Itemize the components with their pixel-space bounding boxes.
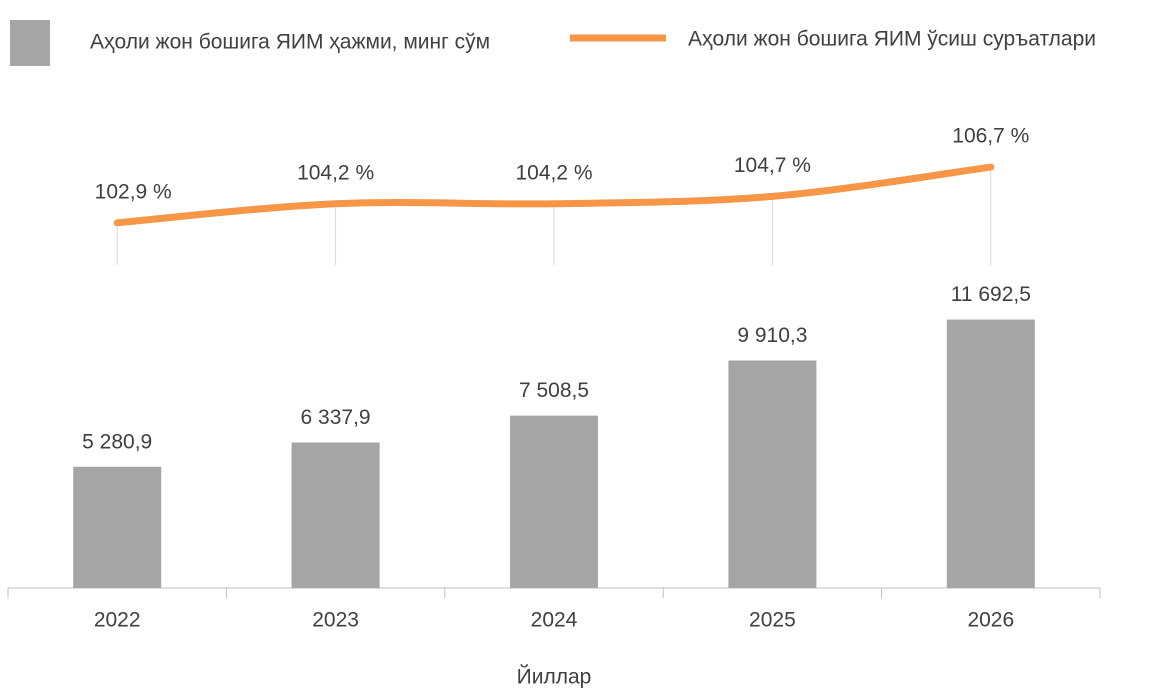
legend-label: Аҳоли жон бошига ЯИМ ўсиш суръатлари bbox=[688, 28, 1096, 51]
data-label: 9 910,3 bbox=[737, 324, 807, 347]
bar bbox=[728, 360, 817, 588]
x-tick-label: 2025 bbox=[749, 609, 796, 632]
x-axis-title: Йиллар bbox=[517, 665, 592, 689]
x-tick-label: 2022 bbox=[94, 609, 141, 632]
bar bbox=[510, 415, 598, 588]
x-tick-label: 2024 bbox=[531, 609, 578, 632]
data-label: 104,7 % bbox=[734, 154, 811, 177]
x-tick-label: 2023 bbox=[312, 609, 359, 632]
bar bbox=[73, 466, 162, 588]
data-label: 104,2 % bbox=[515, 161, 592, 184]
bar bbox=[946, 319, 1035, 588]
data-label: 6 337,9 bbox=[301, 406, 371, 429]
legend-label: Аҳоли жон бошига ЯИМ ҳажми, минг сўм bbox=[90, 31, 490, 54]
x-tick-label: 2026 bbox=[967, 609, 1014, 632]
data-label: 5 280,9 bbox=[82, 430, 152, 453]
legend-swatch-bar bbox=[10, 20, 50, 66]
bar bbox=[291, 442, 380, 588]
data-label: 11 692,5 bbox=[951, 283, 1031, 306]
data-label: 106,7 % bbox=[952, 125, 1029, 148]
data-label: 102,9 % bbox=[95, 180, 172, 203]
data-label: 104,2 % bbox=[297, 161, 374, 184]
line bbox=[113, 163, 995, 227]
data-label: 7 508,5 bbox=[519, 379, 589, 402]
